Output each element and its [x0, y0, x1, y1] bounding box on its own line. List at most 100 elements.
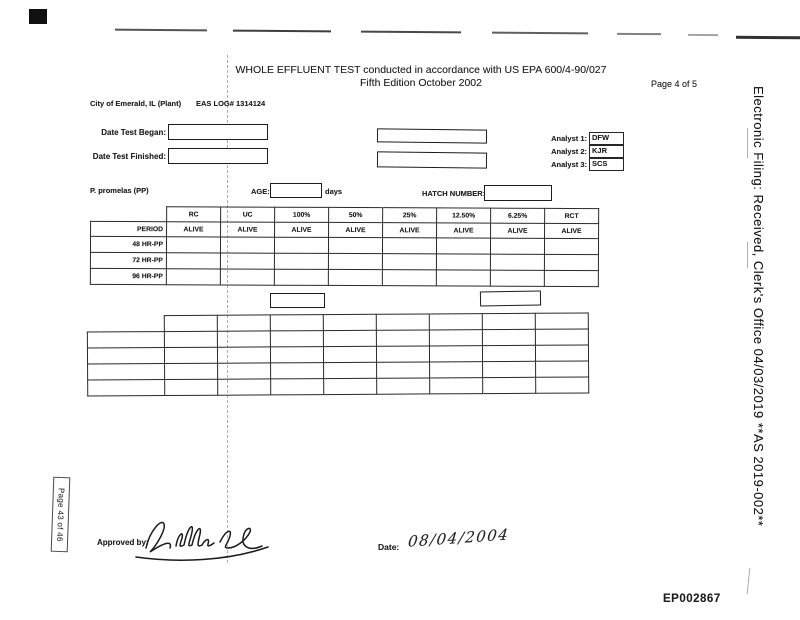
empty-cell	[482, 377, 536, 394]
empty-cell	[220, 252, 275, 270]
hatch-number-field	[484, 185, 552, 201]
empty-cell	[382, 253, 437, 270]
empty-cell	[482, 313, 536, 330]
empty-cell	[544, 254, 599, 271]
status-cell: ALIVE	[328, 222, 383, 238]
empty-cell	[270, 314, 324, 331]
column-header: 100%	[274, 207, 329, 223]
signature	[135, 521, 269, 561]
empty-cell	[328, 237, 383, 254]
empty-label-cell	[87, 363, 165, 381]
empty-cell	[376, 313, 430, 331]
empty-cell	[274, 269, 329, 286]
unlabeled-field-box-2	[376, 151, 488, 169]
empty-cell	[217, 314, 271, 332]
column-header: RCT	[544, 208, 599, 224]
column-header: 50%	[328, 207, 383, 223]
empty-cell	[164, 379, 218, 396]
empty-cell	[535, 344, 589, 362]
column-header: UC	[220, 206, 275, 223]
fold-line-artifact	[227, 55, 228, 563]
species-label: P. promelas (PP)	[90, 186, 149, 195]
date-began-field	[168, 124, 268, 140]
empty-cell	[535, 376, 589, 394]
empty-cell	[217, 378, 271, 396]
document-id: EP002867	[663, 593, 721, 605]
empty-cell	[323, 362, 377, 379]
empty-cell	[164, 363, 218, 380]
empty-cell	[217, 330, 271, 348]
analyst-1-field: DFW	[589, 132, 624, 145]
empty-cell	[382, 237, 437, 254]
blank-cell	[91, 206, 167, 221]
empty-cell	[535, 328, 589, 346]
empty-cell	[429, 329, 483, 346]
empty-cell	[436, 237, 491, 255]
analyst-2-field: KJR	[589, 145, 624, 158]
empty-cell	[164, 315, 218, 332]
empty-cell	[535, 312, 589, 330]
scan-artifact	[747, 242, 748, 268]
approved-by-label: Approved by:	[97, 538, 149, 547]
analyst-1-label: Analyst 1:	[551, 134, 587, 143]
column-header: 6.25%	[490, 208, 545, 224]
row-label: 72 HR-PP	[90, 252, 167, 269]
empty-cell	[482, 329, 536, 346]
empty-cell	[328, 253, 383, 270]
empty-cell	[376, 377, 430, 395]
empty-cell	[220, 236, 275, 254]
blank-cell	[87, 316, 164, 332]
empty-cell	[166, 268, 221, 285]
empty-cell	[429, 361, 483, 378]
results-table: RC UC 100% 50% 25% 12.50% 6.25% RCT PERI…	[90, 206, 599, 287]
empty-cell	[166, 252, 221, 269]
empty-cell	[220, 268, 275, 286]
status-cell: ALIVE	[382, 222, 437, 238]
empty-cell	[274, 237, 329, 254]
table-row-96hr: 96 HR-PP	[90, 268, 599, 287]
empty-cell	[490, 238, 545, 255]
row-label: 96 HR-PP	[90, 268, 167, 285]
empty-cell	[382, 269, 437, 286]
date-finished-label: Date Test Finished:	[92, 152, 166, 161]
empty-cell	[217, 346, 271, 364]
empty-cell	[429, 345, 483, 362]
age-unit-label: days	[325, 187, 343, 196]
handwritten-date: 08/04/2004	[407, 525, 511, 551]
status-cell: ALIVE	[220, 221, 275, 238]
empty-label-cell	[87, 379, 165, 397]
status-cell: ALIVE	[274, 222, 329, 238]
empty-cell	[323, 378, 377, 395]
scan-artifact	[747, 128, 748, 158]
empty-cell	[376, 345, 430, 363]
empty-cell	[376, 361, 430, 379]
row-label: 48 HR-PP	[90, 236, 167, 253]
empty-cell	[270, 378, 324, 395]
title-line-1: WHOLE EFFLUENT TEST conducted in accorda…	[235, 64, 607, 76]
scan-artifact	[746, 568, 751, 594]
status-cell: ALIVE	[166, 221, 221, 237]
empty-cell	[535, 360, 589, 378]
empty-cell	[436, 269, 491, 287]
empty-cell	[323, 346, 377, 363]
hatch-number-label: HATCH NUMBER:	[422, 189, 486, 198]
age-field	[270, 183, 322, 198]
date-label: Date:	[378, 542, 400, 552]
empty-cell	[482, 345, 536, 362]
eas-log-number: EAS LOG# 1314124	[196, 99, 266, 108]
analyst-3-field: SCS	[589, 158, 624, 171]
page-count-stamp-text: Page 43 of 46	[55, 487, 66, 542]
empty-cell	[429, 313, 483, 330]
empty-cell	[166, 236, 221, 253]
period-header-cell: PERIOD	[90, 221, 167, 237]
analyst-2-label: Analyst 2:	[551, 147, 587, 156]
empty-cell	[436, 253, 491, 271]
scan-corner-mark	[29, 9, 47, 24]
empty-cell	[270, 362, 324, 379]
empty-cell	[544, 238, 599, 255]
empty-cell	[482, 361, 536, 378]
empty-cell	[490, 270, 545, 287]
empty-cell	[164, 347, 218, 364]
empty-cell	[490, 254, 545, 271]
